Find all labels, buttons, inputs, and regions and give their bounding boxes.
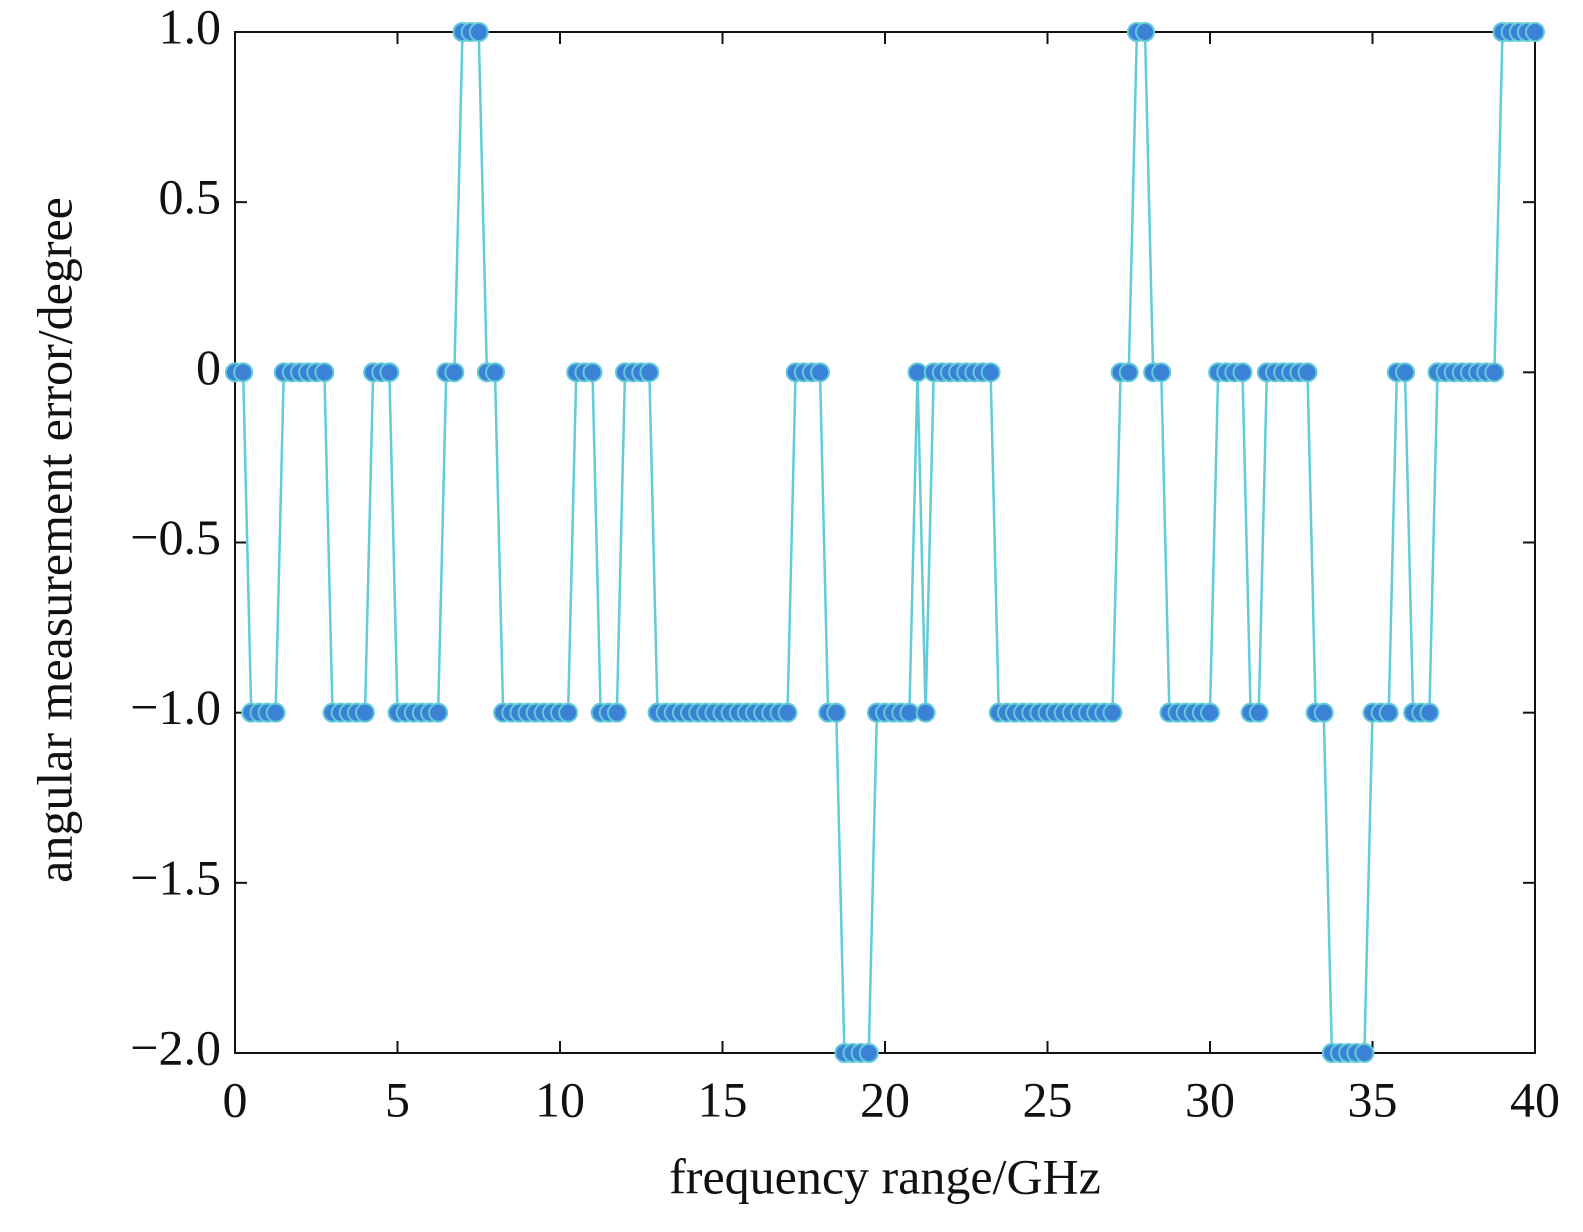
y-axis-label: angular measurement error/degree <box>26 197 82 883</box>
data-point <box>233 362 254 383</box>
data-point <box>915 702 936 723</box>
y-tick-label: −2.0 <box>130 1019 221 1075</box>
data-point <box>1313 702 1334 723</box>
data-point <box>1118 362 1139 383</box>
data-point <box>468 22 489 42</box>
x-tick-label: 30 <box>1185 1071 1235 1127</box>
y-tick-label: 1.0 <box>159 0 222 54</box>
y-tick-label: 0 <box>196 339 221 395</box>
data-point <box>1232 362 1253 383</box>
data-point <box>1378 702 1399 723</box>
data-point <box>639 362 660 383</box>
data-point <box>1102 702 1123 723</box>
x-axis-label: frequency range/GHz <box>669 1148 1101 1204</box>
data-point <box>1135 22 1155 42</box>
data-point <box>1419 702 1440 723</box>
data-point <box>558 702 579 723</box>
data-point <box>379 362 400 383</box>
x-tick-label: 25 <box>1023 1071 1073 1127</box>
data-point <box>606 702 627 723</box>
data-point <box>314 362 335 383</box>
data-point <box>428 702 449 723</box>
data-point <box>1395 362 1415 383</box>
data-point <box>810 362 830 383</box>
x-tick-label: 40 <box>1510 1071 1560 1127</box>
data-point <box>980 362 1001 383</box>
data-point <box>858 1043 879 1063</box>
plot-frame <box>234 31 1536 1054</box>
data-point <box>1248 702 1269 723</box>
data-point <box>1297 362 1318 383</box>
data-point <box>1151 362 1172 383</box>
data-point <box>777 702 798 723</box>
data-point <box>265 702 286 723</box>
data-point <box>355 702 375 723</box>
x-tick-label: 10 <box>535 1071 585 1127</box>
y-tick-label: −1.0 <box>130 679 221 735</box>
data-point <box>444 362 465 383</box>
data-point <box>826 702 847 723</box>
y-tick-label: 0.5 <box>159 169 222 225</box>
data-point <box>1525 22 1545 42</box>
x-tick-label: 20 <box>860 1071 910 1127</box>
data-line <box>235 30 1535 1055</box>
data-point <box>1484 362 1505 383</box>
data-point <box>485 362 505 383</box>
y-tick-label: −1.5 <box>130 849 221 905</box>
data-point <box>582 362 603 383</box>
y-tick-label: −0.5 <box>130 509 221 565</box>
x-tick-label: 0 <box>223 1071 248 1127</box>
data-point <box>1200 702 1220 723</box>
data-point <box>1354 1043 1375 1063</box>
x-tick-label: 35 <box>1348 1071 1398 1127</box>
x-tick-label: 5 <box>385 1071 410 1127</box>
x-tick-label: 15 <box>698 1071 748 1127</box>
